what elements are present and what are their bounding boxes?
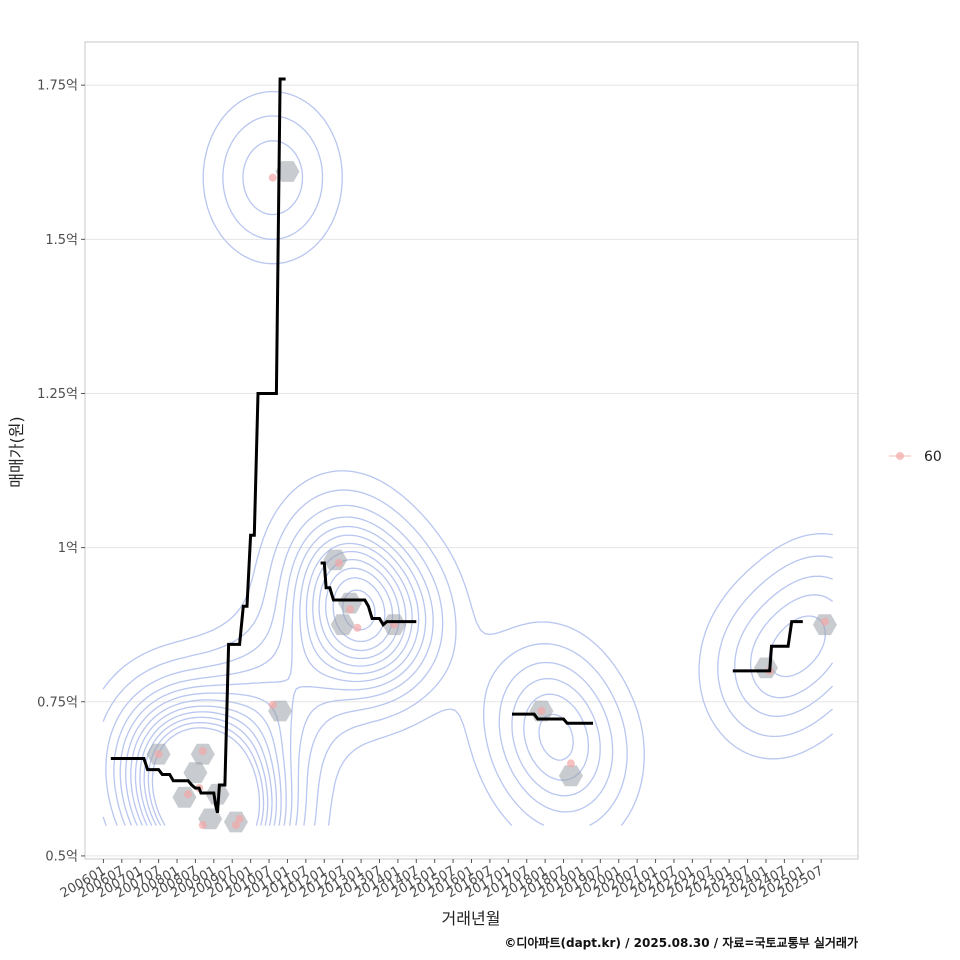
hex-bin: [275, 161, 300, 182]
data-point: [198, 821, 207, 830]
hex-density-layer: [146, 161, 837, 833]
data-point: [334, 559, 343, 568]
data-point: [184, 790, 193, 799]
series-line: [512, 712, 593, 725]
density-contour: [139, 558, 400, 826]
data-point: [353, 623, 362, 632]
x-axis-title: 거래년월: [442, 909, 501, 928]
y-tick-label: 1.5억: [45, 233, 78, 248]
density-contour: [102, 115, 833, 826]
hex-bin: [330, 614, 355, 636]
density-contour: [130, 542, 413, 826]
y-tick-label: 1억: [58, 541, 78, 556]
median-step-lines: [110, 77, 803, 814]
data-point: [235, 814, 244, 823]
legend-key-point: [896, 452, 904, 460]
hex-bin: [338, 592, 362, 614]
caption: ©디아파트(dapt.kr) / 2025.08.30 / 자료=국토교통부 실…: [504, 935, 858, 950]
hex-bin: [754, 657, 778, 679]
data-point: [537, 707, 546, 716]
data-point: [198, 747, 207, 756]
hex-bin: [558, 765, 583, 787]
data-point: [346, 605, 355, 614]
x-axis: 2006012006072007012007072008012008072009…: [58, 859, 826, 901]
plot-border: [84, 41, 859, 860]
density-contour: [113, 516, 833, 826]
data-point: [231, 821, 240, 830]
legend: 60: [889, 449, 942, 465]
grid-lines: [85, 84, 858, 857]
density-contour: [134, 550, 407, 826]
hex-bin: [172, 786, 197, 808]
series-line: [110, 77, 286, 814]
density-contour: [102, 90, 833, 826]
y-tick-label: 0.5억: [45, 849, 78, 864]
density-contour: [143, 567, 394, 826]
data-point: [268, 700, 277, 709]
series-line: [320, 561, 417, 628]
hex-bin: [183, 762, 208, 784]
data-point: [154, 750, 163, 759]
data-point: [566, 759, 575, 768]
legend-label: 60: [924, 449, 942, 465]
density-contour: [105, 140, 833, 826]
density-contours: [102, 90, 833, 826]
y-tick-label: 1.75억: [37, 79, 78, 94]
y-tick-label: 1.25억: [37, 387, 78, 402]
y-tick-label: 0.75억: [37, 695, 78, 710]
data-point: [820, 617, 829, 626]
data-point: [268, 173, 277, 182]
y-axis: 0.5억 0.75억 1억 1.25억 1.5억 1.75억: [37, 79, 85, 864]
series-line: [732, 620, 803, 673]
y-axis-title: 매매가(원): [7, 416, 26, 487]
